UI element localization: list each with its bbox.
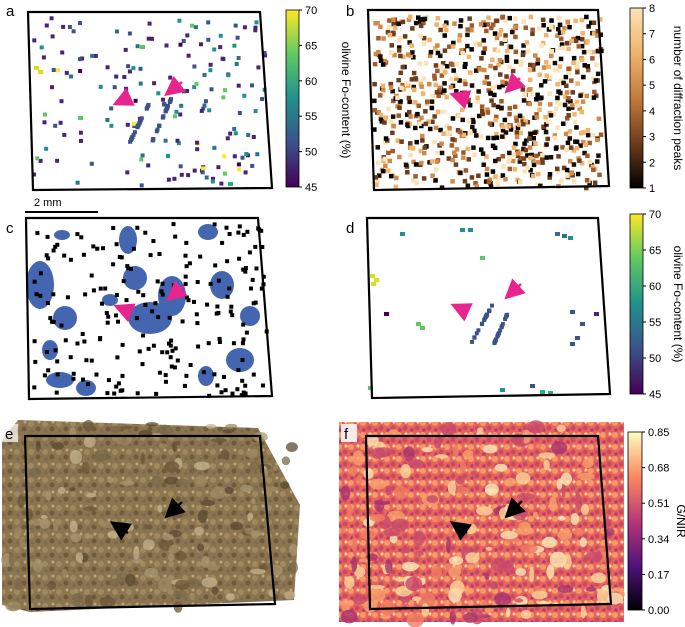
scatter-pixels-b [372, 14, 604, 191]
colorbar-f-tick: 0.34 [648, 534, 669, 546]
colorbar-b-label: number of diffraction peaks [671, 26, 685, 171]
colorbar-d-tick: 60 [649, 281, 661, 293]
solid-arrow-b [504, 72, 526, 94]
colorbar-b-tick: 7 [649, 29, 655, 41]
colorbar-d-tick: 65 [649, 245, 661, 257]
colorbar-a-label: olivine Fo-content (%) [339, 42, 353, 159]
colorbar-f-tick: 0.17 [648, 569, 669, 581]
panel-label-b: b [346, 3, 354, 20]
colorbar-b-tick: 4 [649, 106, 655, 118]
rock-photo [2, 420, 300, 612]
colorbar-f-tick: 0.00 [648, 605, 669, 617]
panel-label-e: e [5, 426, 13, 443]
sample-outline-f [364, 434, 613, 611]
solid-arrow-a [164, 75, 186, 97]
panel-label-c: c [6, 220, 14, 237]
colorbar-a-tick: 50 [305, 147, 317, 159]
dashed-arrow-c [113, 303, 136, 322]
dashed-arrow-a [112, 87, 135, 106]
colorbar-a-gradient [285, 9, 300, 188]
colorbar-a-tick: 60 [305, 76, 317, 88]
colorbar-b-tick: 2 [649, 157, 655, 169]
colorbar-f-gradient [627, 431, 643, 611]
colorbar-f-tick: 0.85 [648, 427, 669, 439]
colorbar-d-gradient [629, 213, 644, 395]
colorbar-a-tick: 70 [305, 5, 317, 17]
colorbar-a-tick: 55 [305, 111, 317, 123]
scale-bar-label: 2 mm [34, 197, 62, 209]
panel-label-d: d [346, 220, 354, 237]
panel-c: c [6, 216, 274, 401]
colorbar-f: 0.85 0.68 0.51 0.34 0.17 0.00 G/NIR [627, 427, 685, 617]
dashed-arrow-d [450, 303, 473, 322]
colorbar-a-tick: 65 [305, 40, 317, 52]
colorbar-f-label: G/NIR [674, 504, 685, 538]
dashed-arrow-f [449, 521, 473, 541]
sample-outline-a [26, 10, 274, 192]
panel-d: d [346, 216, 612, 400]
colorbar-d-label: olivine Fo-content (%) [671, 246, 685, 363]
colorbar-d-tick: 70 [649, 209, 661, 221]
colorbar-b-gradient [629, 7, 644, 189]
dashed-arrow-e [109, 521, 133, 541]
sample-outline-d [365, 216, 612, 400]
colorbar-b-tick: 1 [649, 183, 655, 195]
grain-map-c [26, 222, 269, 398]
colorbar-d-tick: 45 [649, 389, 661, 401]
panel-e: e [1, 420, 300, 613]
colorbar-b: 8 7 6 5 4 3 2 1 number of diffraction peaks [629, 3, 685, 195]
solid-arrow-f [504, 497, 526, 519]
panel-label-f: f [344, 426, 349, 443]
colorbar-d-tick: 50 [649, 353, 661, 365]
colorbar-b-tick: 6 [649, 54, 655, 66]
solid-arrow-c [166, 280, 188, 302]
solid-arrow-e [164, 497, 186, 519]
colorbar-b-tick: 8 [649, 3, 655, 15]
colorbar-a-tick: 45 [305, 182, 317, 194]
panel-b: b [346, 3, 611, 192]
panel-a: a 2 mm [6, 3, 274, 213]
colorbar-d-tick: 55 [649, 317, 661, 329]
colorbar-b-tick: 5 [649, 80, 655, 92]
sample-outline-e [23, 434, 277, 611]
colorbar-f-tick: 0.51 [648, 498, 669, 510]
solid-arrow-d [504, 278, 526, 300]
sample-outline-c [24, 216, 274, 401]
colorbar-a: 70 65 60 55 50 45 olivine Fo-content (%) [285, 5, 353, 194]
colorbar-b-tick: 3 [649, 132, 655, 144]
colorbar-d: 70 65 60 55 50 45 olivine Fo-content (%) [629, 209, 685, 401]
panel-f: f [339, 420, 625, 627]
colorbar-f-tick: 0.68 [648, 463, 669, 475]
scatter-pixels-a [32, 16, 268, 188]
sample-outline-b [366, 8, 611, 192]
scatter-pixels-d [368, 228, 599, 395]
panel-label-a: a [6, 3, 15, 20]
